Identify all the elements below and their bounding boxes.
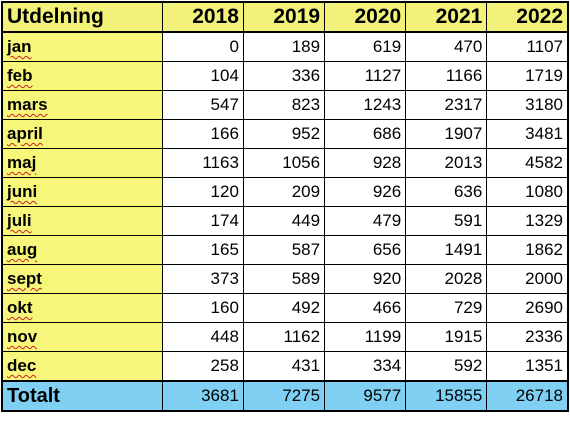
value-cell[interactable]: 166 [161, 119, 244, 149]
month-label-cell[interactable]: mars [0, 90, 163, 120]
value-cell[interactable]: 120 [161, 177, 244, 207]
month-label-cell[interactable]: sept [0, 264, 163, 294]
value-cell[interactable]: 589 [242, 264, 326, 294]
value-cell[interactable]: 189 [242, 31, 326, 62]
value-cell[interactable]: 2336 [486, 322, 570, 352]
table-row: juli 174 449 479 591 1329 [0, 206, 570, 236]
month-label-cell[interactable]: jan [0, 31, 163, 62]
value-cell[interactable]: 1719 [486, 61, 570, 91]
value-cell[interactable]: 104 [161, 61, 244, 91]
year-header-cell[interactable]: 2019 [242, 1, 326, 33]
value-cell[interactable]: 952 [242, 119, 326, 149]
month-label-cell[interactable]: aug [0, 235, 163, 265]
value-cell[interactable]: 1907 [405, 119, 488, 149]
value-cell[interactable]: 466 [324, 293, 407, 323]
total-value-cell[interactable]: 15855 [405, 380, 488, 412]
value-cell[interactable]: 479 [324, 206, 407, 236]
value-cell[interactable]: 431 [242, 351, 326, 382]
value-cell[interactable]: 1351 [486, 351, 570, 382]
year-header-cell[interactable]: 2018 [161, 1, 244, 33]
value-cell[interactable]: 686 [324, 119, 407, 149]
total-value-cell[interactable]: 9577 [324, 380, 407, 412]
month-label-cell[interactable]: okt [0, 293, 163, 323]
value-cell[interactable]: 373 [161, 264, 244, 294]
value-cell[interactable]: 449 [242, 206, 326, 236]
value-cell[interactable]: 1915 [405, 322, 488, 352]
month-label-cell[interactable]: juli [0, 206, 163, 236]
table-row: juni 120 209 926 636 1080 [0, 177, 570, 207]
value-cell[interactable]: 926 [324, 177, 407, 207]
total-value-cell[interactable]: 7275 [242, 380, 326, 412]
header-label-cell[interactable]: Utdelning [0, 1, 163, 33]
value-cell[interactable]: 492 [242, 293, 326, 323]
value-cell[interactable]: 209 [242, 177, 326, 207]
value-cell[interactable]: 1163 [161, 148, 244, 178]
value-cell[interactable]: 3481 [486, 119, 570, 149]
month-label-cell[interactable]: maj [0, 148, 163, 178]
table-row: april 166 952 686 1907 3481 [0, 119, 570, 149]
value-cell[interactable]: 1127 [324, 61, 407, 91]
table-row: nov 448 1162 1199 1915 2336 [0, 322, 570, 352]
table-row: jan 0 189 619 470 1107 [0, 31, 570, 62]
value-cell[interactable]: 2013 [405, 148, 488, 178]
value-cell[interactable]: 3180 [486, 90, 570, 120]
year-header-cell[interactable]: 2022 [486, 1, 570, 33]
value-cell[interactable]: 470 [405, 31, 488, 62]
value-cell[interactable]: 160 [161, 293, 244, 323]
value-cell[interactable]: 1166 [405, 61, 488, 91]
value-cell[interactable]: 636 [405, 177, 488, 207]
month-label-cell[interactable]: nov [0, 322, 163, 352]
table-row: mars 547 823 1243 2317 3180 [0, 90, 570, 120]
table-row: dec 258 431 334 592 1351 [0, 351, 570, 382]
value-cell[interactable]: 1199 [324, 322, 407, 352]
table-row: sept 373 589 920 2028 2000 [0, 264, 570, 294]
table-row: okt 160 492 466 729 2690 [0, 293, 570, 323]
month-label-cell[interactable]: april [0, 119, 163, 149]
value-cell[interactable]: 656 [324, 235, 407, 265]
table-row: maj 1163 1056 928 2013 4582 [0, 148, 570, 178]
value-cell[interactable]: 547 [161, 90, 244, 120]
spreadsheet-grid: Utdelning 2018 2019 2020 2021 2022 jan 0… [0, 1, 570, 412]
value-cell[interactable]: 591 [405, 206, 488, 236]
header-row: Utdelning 2018 2019 2020 2021 2022 [0, 1, 570, 33]
value-cell[interactable]: 1862 [486, 235, 570, 265]
total-label-cell[interactable]: Totalt [0, 380, 163, 412]
value-cell[interactable]: 1243 [324, 90, 407, 120]
year-header-cell[interactable]: 2021 [405, 1, 488, 33]
total-row: Totalt 3681 7275 9577 15855 26718 [0, 380, 570, 412]
month-label-cell[interactable]: dec [0, 351, 163, 382]
value-cell[interactable]: 2000 [486, 264, 570, 294]
value-cell[interactable]: 448 [161, 322, 244, 352]
value-cell[interactable]: 928 [324, 148, 407, 178]
value-cell[interactable]: 2028 [405, 264, 488, 294]
total-value-cell[interactable]: 3681 [161, 380, 244, 412]
value-cell[interactable]: 0 [161, 31, 244, 62]
value-cell[interactable]: 1056 [242, 148, 326, 178]
table-row: aug 165 587 656 1491 1862 [0, 235, 570, 265]
value-cell[interactable]: 334 [324, 351, 407, 382]
value-cell[interactable]: 587 [242, 235, 326, 265]
value-cell[interactable]: 1107 [486, 31, 570, 62]
value-cell[interactable]: 165 [161, 235, 244, 265]
value-cell[interactable]: 619 [324, 31, 407, 62]
value-cell[interactable]: 258 [161, 351, 244, 382]
total-value-cell[interactable]: 26718 [486, 380, 570, 412]
value-cell[interactable]: 1329 [486, 206, 570, 236]
value-cell[interactable]: 592 [405, 351, 488, 382]
value-cell[interactable]: 174 [161, 206, 244, 236]
value-cell[interactable]: 1080 [486, 177, 570, 207]
month-label-cell[interactable]: feb [0, 61, 163, 91]
value-cell[interactable]: 336 [242, 61, 326, 91]
value-cell[interactable]: 823 [242, 90, 326, 120]
value-cell[interactable]: 729 [405, 293, 488, 323]
value-cell[interactable]: 1162 [242, 322, 326, 352]
value-cell[interactable]: 2317 [405, 90, 488, 120]
value-cell[interactable]: 920 [324, 264, 407, 294]
value-cell[interactable]: 2690 [486, 293, 570, 323]
month-label-cell[interactable]: juni [0, 177, 163, 207]
table-row: feb 104 336 1127 1166 1719 [0, 61, 570, 91]
value-cell[interactable]: 1491 [405, 235, 488, 265]
year-header-cell[interactable]: 2020 [324, 1, 407, 33]
value-cell[interactable]: 4582 [486, 148, 570, 178]
